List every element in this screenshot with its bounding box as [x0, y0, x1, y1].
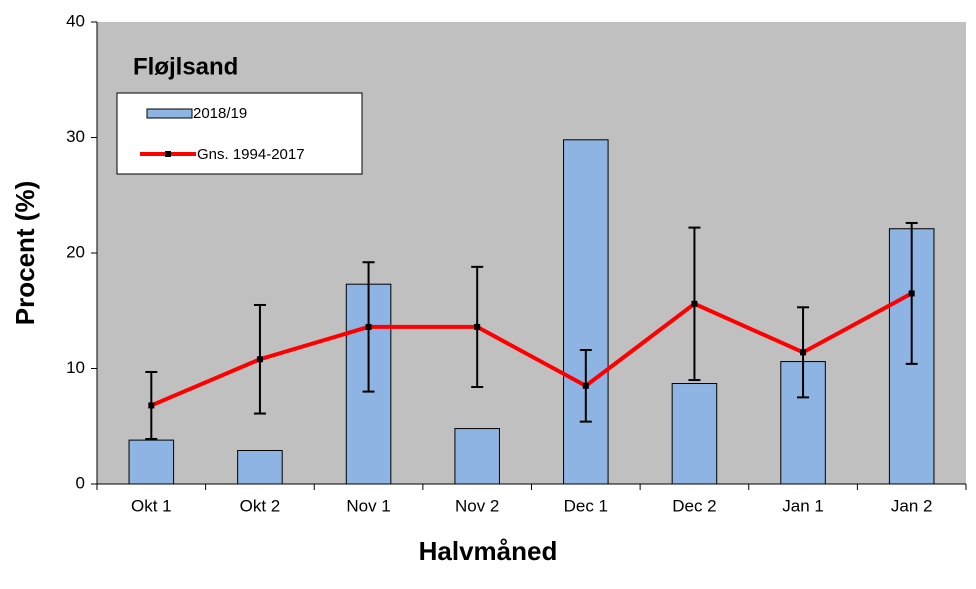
- marker: [148, 402, 155, 409]
- chart-title: Fløjlsand: [133, 53, 238, 80]
- y-axis-label: Procent (%): [10, 181, 40, 325]
- legend-marker: [165, 151, 171, 157]
- y-tick-label: 30: [66, 127, 85, 146]
- bar: [237, 450, 283, 485]
- bar: [454, 428, 500, 485]
- legend-label: 2018/19: [193, 105, 247, 122]
- x-tick-label: Dec 1: [564, 496, 608, 515]
- plot-area: [97, 22, 966, 484]
- y-tick-label: 40: [66, 11, 85, 30]
- bar: [128, 439, 175, 485]
- marker: [365, 323, 372, 330]
- legend-label: Gns. 1994-2017: [197, 146, 305, 163]
- x-tick-label: Dec 2: [672, 496, 716, 515]
- x-tick-label: Okt 2: [240, 496, 281, 515]
- bar: [563, 139, 609, 485]
- y-tick-label: 10: [66, 358, 85, 377]
- marker: [691, 300, 698, 307]
- y-tick-label: 0: [76, 473, 85, 492]
- legend: [116, 92, 363, 175]
- marker: [800, 349, 807, 356]
- marker: [582, 382, 589, 389]
- bar: [671, 383, 718, 485]
- line: [150, 291, 913, 408]
- y-tick-label: 20: [66, 242, 85, 261]
- bar: [780, 361, 826, 485]
- marker: [474, 323, 481, 330]
- legend-swatch: [146, 108, 193, 119]
- marker: [908, 290, 915, 297]
- marker: [256, 356, 263, 363]
- x-tick-label: Jan 2: [891, 496, 933, 515]
- x-tick-label: Nov 1: [346, 496, 390, 515]
- x-axis-label: Halvmåned: [419, 536, 558, 566]
- x-tick-label: Okt 1: [131, 496, 172, 515]
- x-tick-label: Jan 1: [782, 496, 824, 515]
- x-tick-label: Nov 2: [455, 496, 499, 515]
